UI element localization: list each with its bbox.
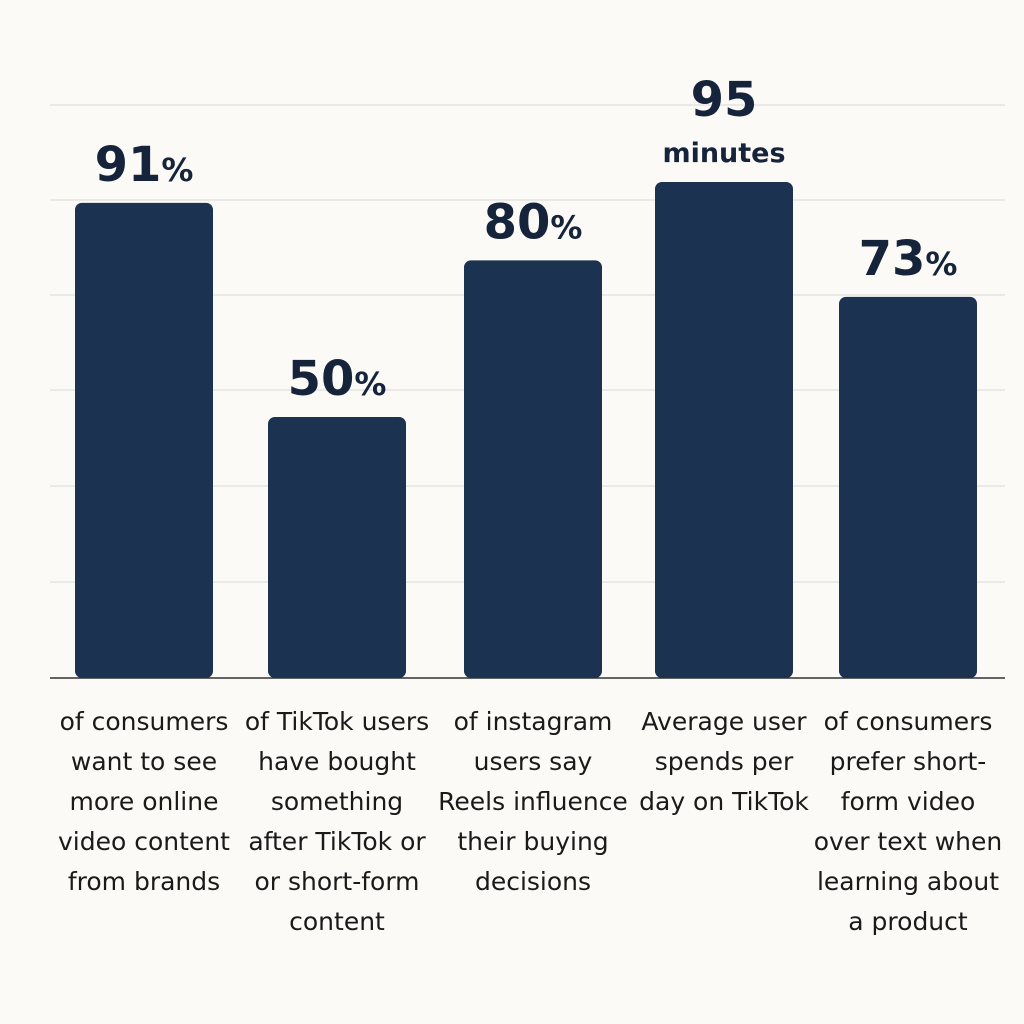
- value-label: 73%: [859, 231, 958, 287]
- category-label: of consumers want to see more online vid…: [58, 707, 230, 896]
- bar: [464, 260, 602, 678]
- category-label: Average user spends per day on TikTok: [639, 707, 809, 816]
- category-label: of consumers prefer short-form video ove…: [813, 707, 1003, 936]
- value-label: 91%: [95, 137, 194, 193]
- value-label: 50%: [288, 351, 387, 407]
- value-label: 80%: [484, 194, 583, 250]
- bar: [839, 296, 977, 678]
- category-label: of instagram users say Reels influence t…: [438, 707, 628, 896]
- bar: [75, 202, 213, 678]
- value-label: 95 minutes: [662, 72, 785, 169]
- bar: [268, 416, 406, 678]
- category-label: of TikTok users have bought something af…: [244, 707, 430, 936]
- bar: [655, 182, 793, 678]
